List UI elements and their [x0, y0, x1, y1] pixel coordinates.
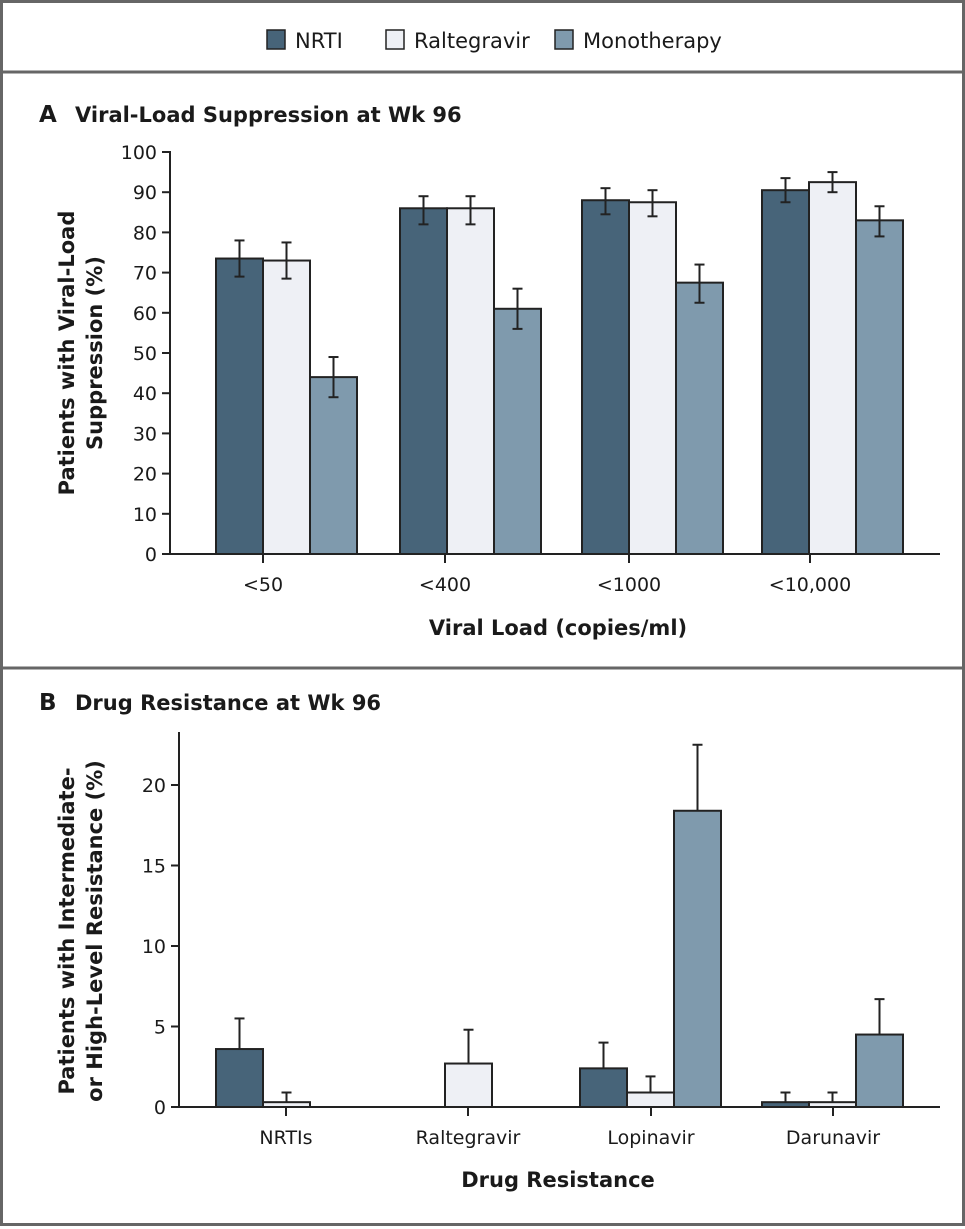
panel-b-category-label: Darunavir: [786, 1127, 880, 1149]
panel-b-bar-nrti: [215, 1048, 264, 1109]
panel-a-bar-raltegravir: [446, 207, 495, 555]
panel-a-y-tick-label: 10: [133, 504, 157, 526]
panel-b-bar-nrti: [579, 1067, 628, 1108]
panel-b-category-label: Raltegravir: [416, 1127, 521, 1149]
panel-a-y-tick-label: 70: [133, 263, 157, 285]
panel-a-bar-monotherapy: [675, 281, 724, 555]
panel-a-y-tick-label: 20: [133, 464, 157, 486]
panel-b-bar-nrti: [761, 1101, 810, 1109]
panel-b-y-tick-label: 20: [142, 775, 166, 797]
panel-b-y-axis-label-line2: or High-Level Resistance (%): [83, 760, 107, 1102]
legend: NRTI Raltegravir Monotherapy: [266, 29, 722, 53]
panel-a-y-axis-label-line2: Suppression (%): [83, 256, 107, 450]
panel-b-y-axis-label-line1: Patients with Intermediate-: [55, 767, 79, 1094]
panel-a-bar-raltegravir: [262, 259, 311, 555]
panel-a-bar-nrti: [215, 257, 264, 555]
panel-a-y-tick-label: 0: [145, 544, 157, 566]
panel-a-x-axis-label: Viral Load (copies/ml): [429, 616, 687, 640]
panel-a-bar-raltegravir: [628, 201, 677, 555]
panel-a-bar-nrti: [581, 199, 630, 556]
panel-b-bar-raltegravir: [808, 1101, 857, 1109]
panel-a-bar-nrti: [761, 189, 810, 555]
legend-label-nrti: NRTI: [295, 29, 343, 53]
panel-b-category-label: NRTIs: [259, 1127, 312, 1149]
panel-b-title: Drug Resistance at Wk 96: [75, 691, 381, 715]
panel-b-letter: B: [39, 690, 57, 716]
panel-a-plot: 0 10 20 30 40 50 60 70 80 90 100 <50 <400 <1000 <10,00…: [121, 142, 940, 596]
panel-a-bar-nrti: [399, 207, 448, 555]
panel-a-category-label: <10,000: [769, 574, 851, 596]
legend-swatch-raltegravir: [385, 29, 405, 50]
panel-a-bar-monotherapy: [855, 219, 904, 555]
panel-a-y-tick-label: 60: [133, 303, 157, 325]
panel-b-x-axis-label: Drug Resistance: [461, 1168, 655, 1192]
panel-a-category-label: <1000: [597, 574, 661, 596]
panel-b-bar-raltegravir: [444, 1062, 493, 1109]
legend-label-raltegravir: Raltegravir: [414, 29, 530, 53]
panel-a-y-axis-label-line1: Patients with Viral-Load: [55, 211, 79, 496]
panel-b-plot: 0 5 10 15 20 NRTIs Raltegravir Lopinavir Darunav…: [142, 732, 940, 1149]
panel-b-category-label: Lopinavir: [607, 1127, 694, 1149]
panel-a-letter: A: [39, 102, 57, 128]
panel-a-y-tick-label: 100: [121, 142, 157, 164]
panel-a-y-tick-label: 30: [133, 423, 157, 445]
panel-b-bar-monotherapy: [855, 1033, 904, 1109]
panel-b-y-tick-label: 5: [154, 1017, 166, 1039]
legend-swatch-monotherapy: [554, 29, 574, 50]
figure-svg: NRTI Raltegravir Monotherapy A Viral-Load …: [3, 29, 965, 1192]
panel-a-title: Viral-Load Suppression at Wk 96: [75, 103, 462, 127]
panel-b-y-tick-label: 15: [142, 856, 166, 878]
panel-b-bar-raltegravir: [262, 1101, 311, 1109]
panel-a: A Viral-Load Suppression at Wk 96 0 10 20 3…: [39, 102, 940, 640]
panel-a-category-label: <400: [419, 574, 471, 596]
panel-a-y-tick-label: 80: [133, 222, 157, 244]
panel-a-bar-raltegravir: [808, 181, 857, 555]
panel-a-y-tick-label: 90: [133, 182, 157, 204]
panel-b-bar-raltegravir: [626, 1091, 675, 1109]
legend-swatch-nrti: [266, 29, 286, 50]
panel-a-category-label: <50: [243, 574, 283, 596]
panel-a-bar-monotherapy: [309, 376, 358, 555]
panel-b: B Drug Resistance at Wk 96 0 5 10 15 20 NRTIs…: [39, 690, 940, 1192]
panel-a-bar-monotherapy: [493, 307, 542, 555]
panel-a-y-tick-label: 50: [133, 343, 157, 365]
legend-label-monotherapy: Monotherapy: [583, 29, 722, 53]
panel-a-y-tick-label: 40: [133, 383, 157, 405]
panel-b-bar-monotherapy: [673, 809, 722, 1108]
panel-b-y-tick-label: 10: [142, 936, 166, 958]
panel-b-y-tick-label: 0: [154, 1097, 166, 1119]
